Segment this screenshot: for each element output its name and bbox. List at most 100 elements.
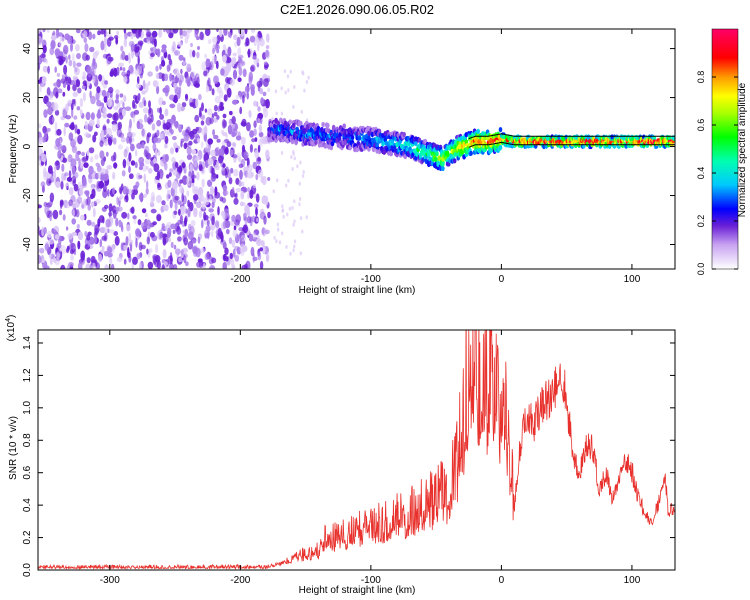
noise-speck bbox=[157, 149, 161, 157]
signal-blob bbox=[389, 150, 394, 156]
noise-speck bbox=[221, 197, 227, 204]
noise-speck bbox=[185, 77, 190, 84]
noise-speck bbox=[121, 211, 128, 219]
noise-speck bbox=[243, 151, 249, 159]
noise-speck bbox=[71, 98, 76, 105]
noise-speck bbox=[253, 40, 257, 47]
noise-speck bbox=[149, 231, 155, 238]
noise-speck bbox=[42, 125, 47, 134]
signal-blob bbox=[357, 135, 362, 141]
noise-speck bbox=[283, 69, 287, 74]
noise-speck bbox=[120, 242, 124, 251]
noise-speck bbox=[216, 138, 221, 143]
noise-speck bbox=[52, 30, 56, 36]
signal-blob bbox=[367, 135, 371, 141]
noise-speck bbox=[40, 53, 46, 59]
noise-speck bbox=[214, 44, 220, 51]
noise-speck bbox=[104, 264, 109, 269]
noise-speck bbox=[100, 168, 107, 175]
noise-speck bbox=[126, 136, 130, 144]
noise-speck bbox=[39, 84, 42, 93]
noise-speck bbox=[209, 60, 214, 71]
noise-speck bbox=[115, 217, 119, 227]
noise-speck bbox=[211, 201, 215, 208]
noise-speck bbox=[54, 121, 58, 132]
noise-speck bbox=[61, 244, 66, 255]
noise-speck bbox=[180, 249, 184, 256]
noise-speck bbox=[239, 29, 245, 37]
noise-speck bbox=[185, 261, 189, 267]
snr-multiplier-exponent: 4 bbox=[5, 318, 12, 322]
noise-speck bbox=[169, 199, 173, 209]
noise-speck bbox=[132, 99, 136, 109]
noise-speck bbox=[141, 222, 147, 230]
noise-speck bbox=[244, 41, 248, 47]
noise-speck bbox=[56, 128, 62, 136]
noise-speck bbox=[90, 95, 96, 105]
noise-speck bbox=[180, 68, 183, 75]
noise-speck bbox=[94, 199, 101, 204]
noise-speck bbox=[72, 60, 76, 69]
noise-speck bbox=[123, 76, 128, 83]
noise-speck bbox=[202, 262, 206, 269]
noise-speck bbox=[250, 84, 255, 91]
snr-frame bbox=[37, 329, 676, 571]
noise-speck bbox=[90, 201, 95, 208]
noise-speck bbox=[71, 166, 76, 175]
noise-speck bbox=[174, 162, 179, 168]
noise-speck bbox=[296, 164, 299, 169]
noise-speck bbox=[195, 126, 199, 132]
noise-speck bbox=[200, 247, 205, 254]
noise-speck bbox=[242, 68, 247, 78]
noise-speck bbox=[232, 52, 237, 57]
noise-speck bbox=[175, 248, 181, 255]
noise-speck bbox=[216, 34, 221, 44]
noise-speck bbox=[177, 102, 182, 113]
noise-speck bbox=[178, 79, 182, 87]
noise-speck bbox=[273, 235, 276, 240]
noise-speck bbox=[161, 44, 167, 50]
noise-speck bbox=[72, 209, 76, 217]
noise-speck bbox=[98, 215, 105, 223]
noise-speck bbox=[61, 74, 65, 79]
noise-speck bbox=[191, 170, 195, 181]
noise-speck bbox=[169, 73, 173, 82]
noise-speck bbox=[143, 149, 148, 157]
noise-speck bbox=[232, 142, 236, 147]
noise-speck bbox=[198, 196, 202, 204]
x-tick-label: -300 bbox=[100, 575, 120, 586]
noise-speck bbox=[109, 257, 113, 265]
noise-speck bbox=[289, 251, 292, 256]
noise-speck bbox=[75, 44, 80, 52]
noise-speck bbox=[272, 189, 275, 194]
noise-speck bbox=[168, 237, 171, 243]
noise-speck bbox=[95, 162, 100, 167]
noise-speck bbox=[54, 257, 60, 266]
noise-speck bbox=[102, 111, 108, 119]
noise-speck bbox=[91, 262, 96, 269]
noise-speck bbox=[143, 107, 149, 114]
noise-speck bbox=[152, 142, 157, 152]
noise-speck bbox=[259, 77, 263, 86]
noise-speck bbox=[157, 184, 162, 191]
noise-speck bbox=[130, 143, 135, 152]
noise-speck bbox=[94, 131, 98, 137]
noise-speck bbox=[305, 80, 309, 84]
noise-speck bbox=[147, 71, 153, 77]
noise-speck bbox=[71, 145, 78, 154]
signal-blob bbox=[441, 165, 445, 172]
noise-speck bbox=[199, 31, 204, 41]
noise-speck bbox=[153, 163, 160, 173]
noise-speck bbox=[228, 177, 233, 185]
snr-ylabel: SNR (10 * v/v) bbox=[8, 416, 19, 480]
noise-speck bbox=[170, 223, 177, 230]
noise-speck bbox=[224, 256, 229, 262]
signal-blob bbox=[283, 120, 288, 126]
noise-speck bbox=[181, 193, 184, 203]
noise-speck bbox=[38, 123, 42, 129]
noise-speck bbox=[51, 229, 57, 235]
noise-speck bbox=[207, 157, 213, 166]
noise-speck bbox=[265, 149, 270, 160]
noise-speck bbox=[247, 186, 251, 193]
